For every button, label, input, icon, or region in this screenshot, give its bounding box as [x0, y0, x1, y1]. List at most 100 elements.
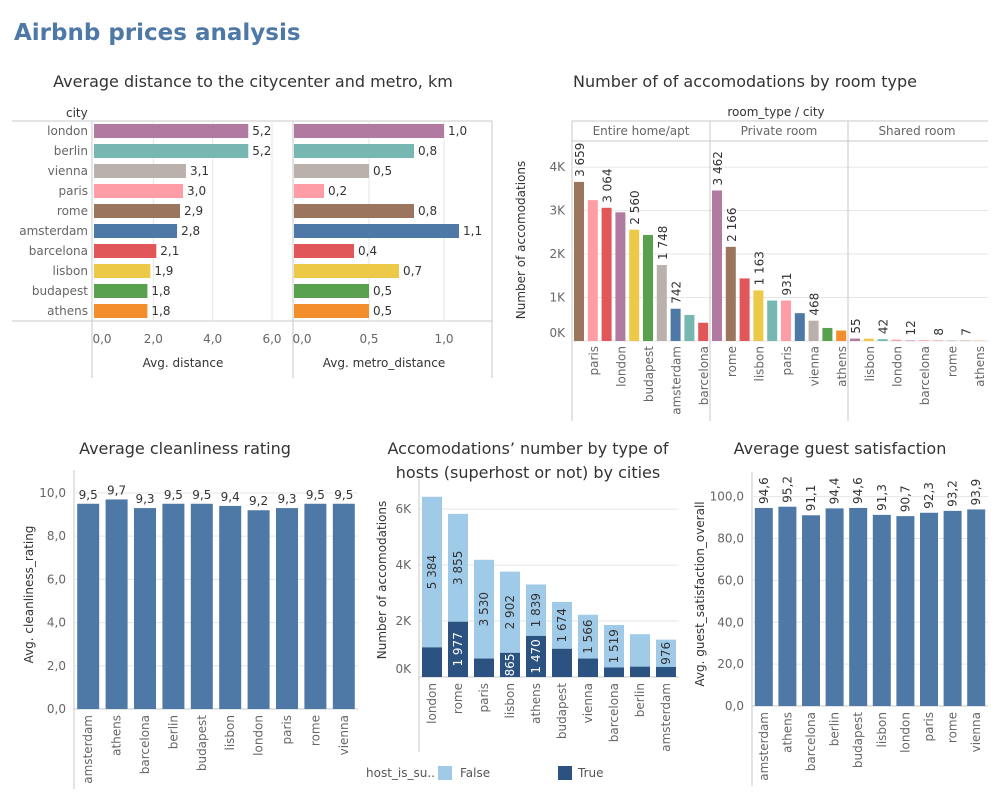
legend-true-swatch[interactable] — [558, 766, 572, 780]
distance-value-label: 2,8 — [181, 224, 200, 238]
room-city-tick: rome — [946, 346, 960, 377]
room-value-label: 742 — [670, 281, 684, 304]
distance-city-label: barcelona — [29, 244, 88, 258]
distance-value-label: 3,1 — [190, 164, 209, 178]
satisfaction-y-tick: 20,0 — [717, 657, 744, 671]
clean-city-tick: barcelona — [138, 715, 152, 774]
distance-value-label: 5,2 — [252, 124, 271, 138]
room-value-label: 1 748 — [656, 226, 670, 260]
distance-axis-title: Avg. metro_distance — [323, 356, 446, 370]
hosts-true-bar — [604, 667, 624, 677]
room-city-tick: athens — [835, 346, 849, 387]
room-bar — [698, 322, 709, 341]
room-bar — [601, 207, 612, 341]
room-city-tick: vienna — [808, 346, 822, 386]
clean-y-tick: 6,0 — [47, 572, 66, 586]
hosts-false-label: 3 530 — [477, 592, 491, 626]
room-bar — [767, 300, 778, 341]
hosts-city-tick: lisbon — [503, 683, 517, 718]
satisfaction-value-label: 95,2 — [780, 476, 794, 503]
hosts-false-label: 1 566 — [581, 619, 595, 653]
satisfaction-city-tick: berlin — [828, 712, 842, 746]
hosts-true-bar — [552, 648, 572, 677]
clean-bar — [219, 505, 242, 709]
room-city-tick: athens — [973, 346, 987, 387]
distance-city-label: athens — [47, 304, 88, 318]
hosts-false-bar — [552, 601, 572, 649]
room-city-tick: london — [614, 346, 628, 387]
clean-bar — [190, 503, 213, 709]
room-bar — [712, 190, 722, 341]
room-bar — [891, 339, 902, 341]
legend-false-swatch[interactable] — [438, 766, 452, 780]
room-y-tick: 2K — [549, 247, 566, 261]
hosts-city-tick: athens — [529, 683, 543, 724]
hosts-true-label: 1 977 — [451, 632, 465, 666]
room-y-axis-title: Number of accomodations — [514, 161, 528, 320]
distance-value-label: 0,8 — [418, 204, 437, 218]
room-bar — [725, 246, 736, 341]
hosts-false-bar — [422, 496, 442, 648]
room-city-tick: paris — [587, 346, 601, 376]
room-bar — [684, 314, 695, 341]
hosts-false-label: 5 384 — [425, 555, 439, 589]
hosts-false-label: 976 — [659, 642, 673, 665]
clean-y-tick: 8,0 — [47, 529, 66, 543]
hosts-false-bar — [500, 571, 520, 653]
distance-value-label: 0,2 — [328, 184, 347, 198]
distance-value-label: 0,5 — [373, 304, 392, 318]
room-bar — [850, 338, 860, 341]
satisfaction-value-label: 93,2 — [946, 480, 960, 507]
clean-value-label: 9,5 — [306, 488, 325, 502]
clean-y-tick: 4,0 — [47, 616, 66, 630]
distance-tick-label: 0,0 — [292, 332, 311, 346]
hosts-false-label: 3 855 — [451, 551, 465, 585]
room-value-label: 3 462 — [711, 151, 725, 185]
hosts-city-tick: budapest — [555, 683, 569, 739]
satisfaction-y-tick: 100,0 — [710, 490, 744, 504]
satisfaction-y-tick: 80,0 — [717, 532, 744, 546]
clean-y-tick: 0,0 — [47, 702, 66, 716]
clean-value-label: 9,2 — [249, 494, 268, 508]
distance-bar — [294, 224, 459, 238]
clean-bar — [332, 503, 355, 709]
clean-value-label: 9,5 — [334, 488, 353, 502]
hosts-true-label: 1 470 — [529, 639, 543, 673]
clean-value-label: 9,3 — [277, 492, 296, 506]
clean-city-tick: berlin — [166, 715, 180, 749]
hosts-true-bar — [578, 658, 598, 677]
room-value-label: 3 064 — [601, 168, 615, 202]
clean-value-label: 9,3 — [135, 492, 154, 506]
distance-bar — [94, 144, 249, 158]
clean-city-tick: budapest — [195, 715, 209, 771]
distance-tick-label: 0,5 — [359, 332, 378, 346]
hosts-false-bar — [656, 639, 676, 667]
satisfaction-y-tick: 60,0 — [717, 573, 744, 587]
hosts-city-tick: paris — [477, 683, 491, 713]
hosts-false-bar — [630, 634, 650, 667]
satisfaction-value-label: 90,7 — [898, 485, 912, 512]
clean-bar — [276, 508, 298, 709]
hosts-city-tick: amsterdam — [659, 683, 673, 752]
clean-bar — [105, 499, 128, 709]
hosts-true-bar — [474, 658, 494, 677]
distance-bar — [294, 124, 444, 138]
distance-value-label: 0,5 — [373, 284, 392, 298]
hosts-false-bar — [604, 625, 624, 668]
satisfaction-bar — [920, 512, 938, 706]
satisfaction-bar — [943, 510, 962, 706]
clean-city-tick: london — [252, 715, 266, 756]
satisfaction-y-axis-title: Avg. guest_satisfaction_overall — [693, 501, 707, 686]
room-city-tick: rome — [725, 346, 739, 377]
distance-value-label: 3,0 — [187, 184, 206, 198]
room-y-tick: 0K — [549, 326, 566, 340]
clean-value-label: 9,5 — [164, 488, 183, 502]
clean-value-label: 9,4 — [221, 490, 240, 504]
legend-title: host_is_su.. — [366, 766, 435, 780]
satisfaction-y-tick: 40,0 — [717, 615, 744, 629]
room-bar — [905, 340, 916, 341]
distance-city-label: london — [47, 124, 88, 138]
